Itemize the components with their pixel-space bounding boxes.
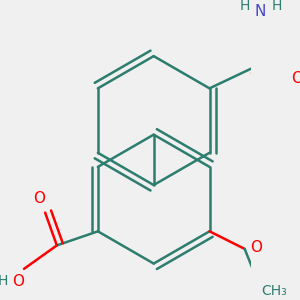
Text: H: H bbox=[0, 274, 8, 287]
Text: O: O bbox=[33, 190, 45, 206]
Text: O: O bbox=[12, 274, 24, 289]
Text: O: O bbox=[292, 71, 300, 86]
Text: O: O bbox=[250, 240, 262, 255]
Text: H: H bbox=[239, 0, 250, 13]
Text: N: N bbox=[254, 4, 266, 19]
Text: CH₃: CH₃ bbox=[261, 284, 287, 298]
Text: H: H bbox=[271, 0, 281, 13]
